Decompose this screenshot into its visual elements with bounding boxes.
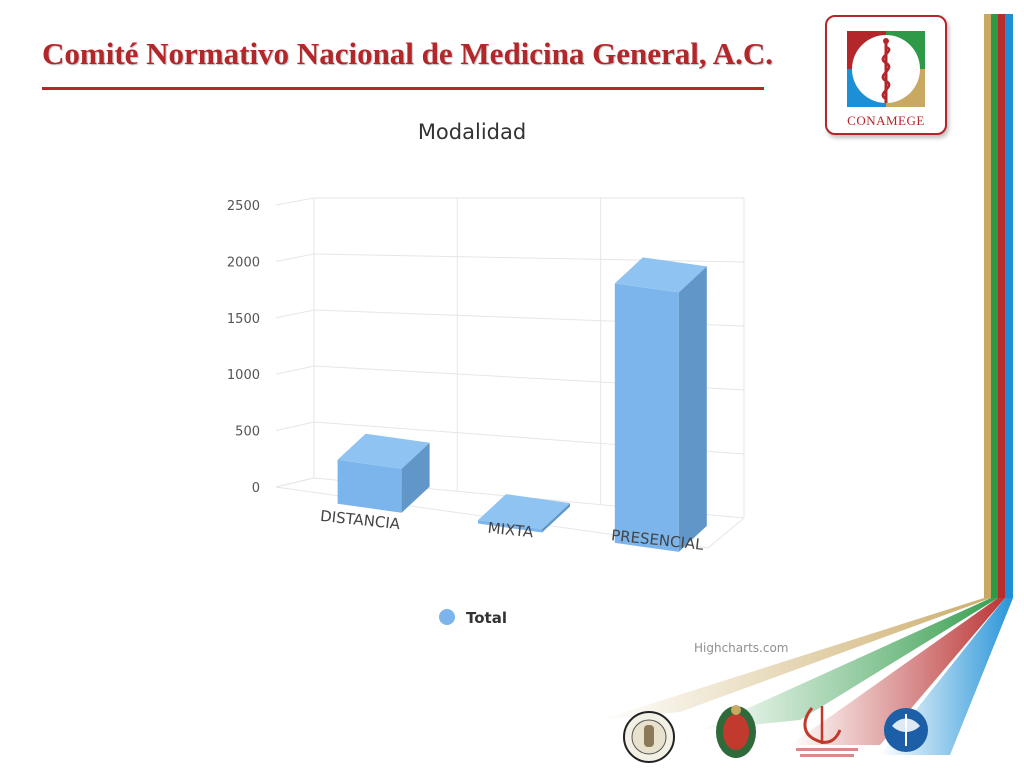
gridline-side <box>275 309 315 319</box>
bar-top[interactable] <box>337 433 430 469</box>
floor-side-right <box>707 517 745 549</box>
y-tick-label: 1000 <box>227 368 260 383</box>
bar-side[interactable] <box>401 442 430 513</box>
legend-item-total[interactable]: Total <box>466 609 507 627</box>
caduceus-logo-icon <box>847 31 925 107</box>
chart-title: Modalidad <box>418 120 526 144</box>
bar-top[interactable] <box>614 257 707 293</box>
y-tick-label: 0 <box>252 481 260 496</box>
conamege-logo: CONAMEGE <box>825 15 947 135</box>
y-tick-label: 2000 <box>227 255 260 270</box>
gridline-side <box>275 253 315 262</box>
bar-front[interactable] <box>478 520 542 533</box>
bar-front[interactable] <box>614 283 679 552</box>
y-tick-label: 2500 <box>227 199 260 214</box>
bar-side[interactable] <box>542 503 570 533</box>
x-tick-label: MIXTA <box>487 519 535 542</box>
gridline-side <box>275 421 315 432</box>
bar-side[interactable] <box>678 266 707 552</box>
medical-world-icon <box>884 708 928 752</box>
gridline-side <box>275 197 315 206</box>
chart-credit[interactable]: Highcharts.com <box>694 641 789 655</box>
bar-top[interactable] <box>478 494 570 530</box>
y-tick-label: 1500 <box>227 312 260 327</box>
bar-distancia[interactable] <box>337 433 430 513</box>
bar-front[interactable] <box>337 459 402 513</box>
legend[interactable]: Total <box>439 609 507 627</box>
academia-seal-icon <box>623 711 675 763</box>
caduceus-council-icon <box>796 706 858 757</box>
army-crest-icon <box>716 705 756 758</box>
logo-text: CONAMEGE <box>847 113 925 128</box>
org-title: Comité Normativo Nacional de Medicina Ge… <box>42 36 773 71</box>
floor-side <box>275 477 315 488</box>
title-rule <box>42 87 764 90</box>
legend-marker[interactable] <box>439 609 455 625</box>
gridline <box>313 253 745 263</box>
gridline-side <box>275 365 315 375</box>
bar-mixta[interactable] <box>478 494 570 533</box>
y-tick-label: 500 <box>235 425 260 440</box>
bar-presencial[interactable] <box>614 257 707 552</box>
